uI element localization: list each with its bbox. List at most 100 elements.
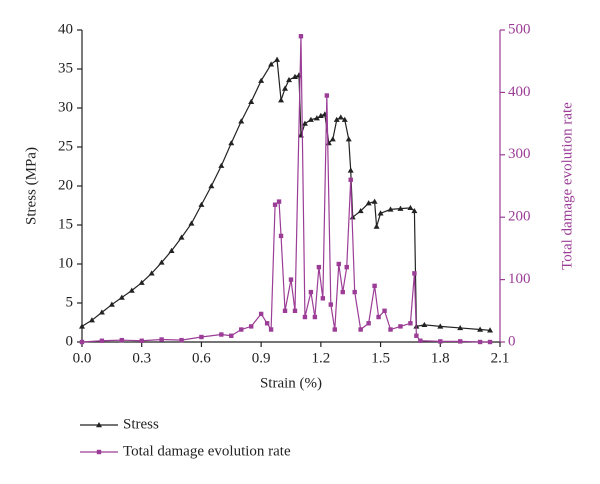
data-point — [98, 309, 105, 315]
data-point — [398, 324, 403, 329]
x-tick-label: 1.8 — [431, 350, 450, 366]
data-point — [272, 202, 278, 207]
data-point — [159, 337, 164, 342]
x-tick-label: 2.1 — [491, 350, 510, 366]
data-point — [278, 97, 285, 103]
y-tick-label: 10 — [58, 255, 73, 271]
data-point — [301, 120, 308, 126]
legend-marker — [96, 422, 102, 428]
data-point — [298, 34, 304, 39]
data-point — [286, 76, 293, 83]
data-point — [108, 301, 115, 307]
data-point — [312, 314, 318, 320]
x-tick-label: 0.3 — [132, 350, 151, 366]
legend-marker — [96, 449, 102, 455]
y-tick-label: 40 — [58, 21, 73, 37]
legend-label: Total damage evolution rate — [123, 443, 291, 459]
data-point — [268, 61, 275, 67]
y2-tick-label: 100 — [508, 271, 531, 287]
data-point — [341, 116, 348, 122]
data-point — [333, 116, 340, 122]
data-point — [347, 167, 354, 173]
x-tick-label: 1.2 — [311, 350, 330, 366]
data-point — [268, 327, 274, 332]
y2-tick-label: 0 — [508, 333, 516, 349]
data-point — [274, 56, 281, 62]
data-point — [345, 136, 352, 142]
data-point — [317, 112, 324, 118]
data-point — [292, 308, 298, 313]
data-point — [366, 321, 371, 326]
data-point — [320, 296, 326, 301]
y2-tick-label: 200 — [508, 209, 531, 225]
data-point — [248, 324, 254, 329]
data-point — [337, 114, 344, 120]
data-point — [229, 333, 234, 338]
data-point — [179, 337, 184, 343]
data-point — [487, 339, 493, 345]
y2-tick-label: 500 — [508, 21, 531, 37]
data-point — [139, 338, 144, 343]
data-point — [282, 85, 289, 91]
data-point — [291, 73, 298, 79]
y2-tick-label: 300 — [508, 146, 531, 162]
data-point — [437, 323, 444, 329]
data-point — [288, 277, 294, 282]
data-point — [412, 271, 417, 276]
data-point — [208, 183, 215, 189]
data-point — [228, 140, 235, 146]
x-tick-label: 0.0 — [73, 350, 92, 366]
series-line — [81, 58, 491, 331]
data-point — [348, 177, 353, 182]
y-tick-label: 0 — [66, 333, 74, 349]
data-point — [411, 207, 418, 214]
data-point — [397, 205, 404, 211]
data-point — [308, 289, 314, 295]
y-tick-label: 15 — [58, 216, 73, 232]
x-tick-label: 0.9 — [252, 350, 271, 366]
y2-tick-label: 400 — [508, 84, 531, 100]
data-point — [357, 207, 364, 214]
data-point — [258, 311, 264, 317]
legend-label: Stress — [123, 416, 159, 432]
data-point — [307, 116, 314, 122]
data-point — [276, 199, 282, 204]
data-point — [352, 289, 357, 295]
data-point — [376, 314, 381, 320]
data-point — [388, 327, 393, 332]
data-point — [477, 326, 484, 332]
x-tick-label: 1.5 — [371, 350, 390, 366]
data-point — [328, 302, 334, 307]
data-point — [168, 247, 175, 253]
y-tick-label: 20 — [58, 177, 73, 193]
y-tick-label: 5 — [66, 294, 74, 310]
data-point — [264, 321, 270, 326]
data-point — [407, 204, 414, 211]
data-point — [218, 162, 225, 168]
data-point — [219, 332, 224, 337]
y-tick-label: 25 — [58, 138, 73, 154]
data-point — [438, 339, 443, 344]
data-point — [199, 334, 204, 340]
data-point — [238, 118, 245, 124]
data-point — [377, 210, 384, 216]
data-point — [358, 327, 363, 332]
data-point — [128, 287, 135, 293]
data-point — [198, 201, 205, 207]
y2-axis-title: Total damage evolution rate — [559, 102, 575, 270]
data-point — [382, 308, 387, 313]
data-point — [118, 294, 125, 300]
data-point — [340, 289, 345, 295]
data-point — [99, 338, 105, 343]
data-point — [371, 198, 378, 204]
data-point — [313, 115, 320, 121]
data-point — [421, 321, 428, 328]
data-point — [158, 259, 165, 265]
x-axis-title: Strain (%) — [260, 375, 322, 391]
data-point — [457, 339, 463, 344]
data-point — [79, 323, 85, 329]
data-point — [336, 261, 341, 267]
data-point — [414, 333, 419, 338]
data-point — [365, 200, 372, 206]
